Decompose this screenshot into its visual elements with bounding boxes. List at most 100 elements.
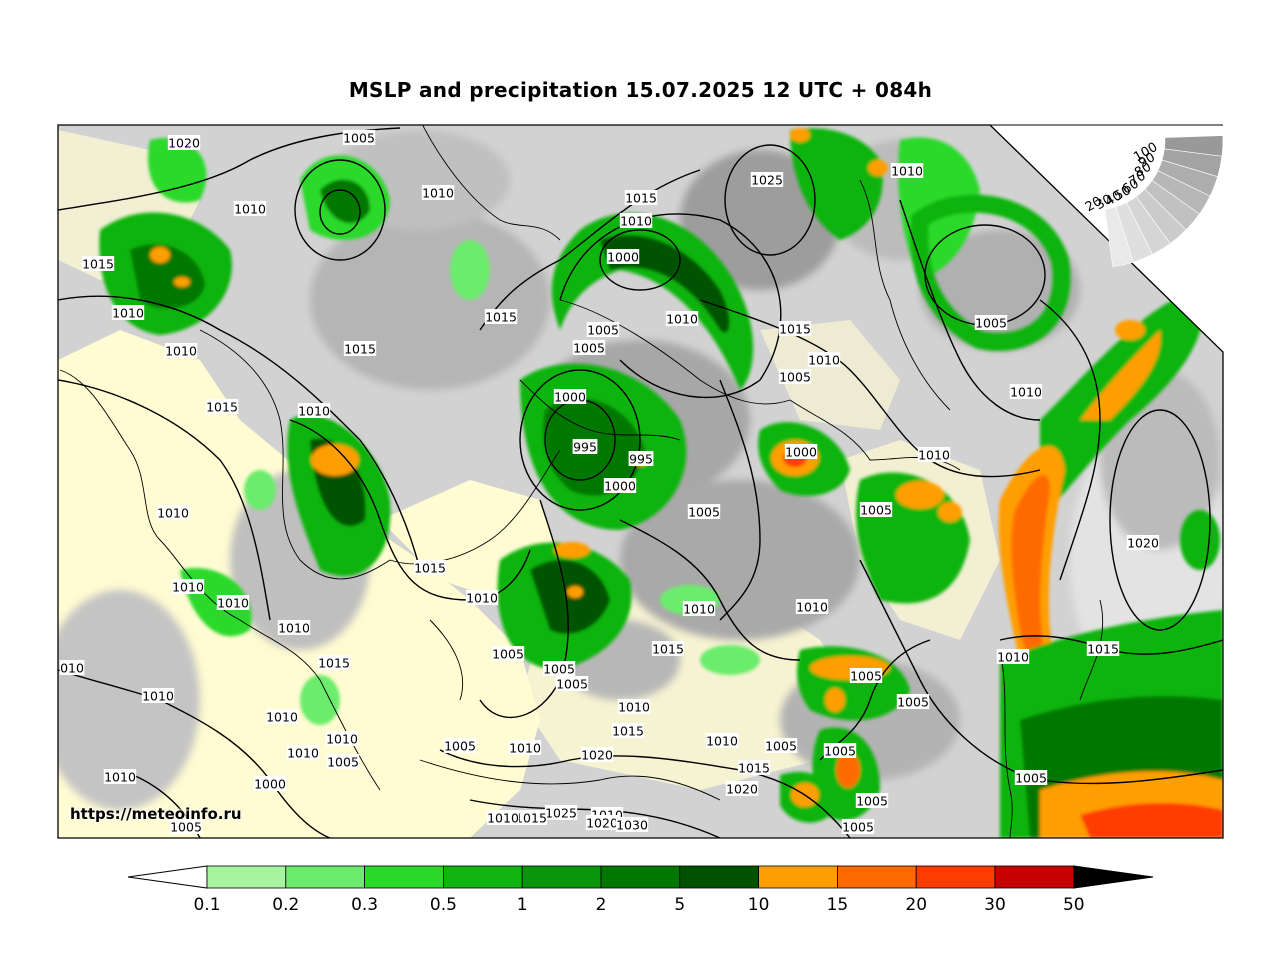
isobar-label: 1000 xyxy=(604,479,636,494)
isobar-label: 1020 xyxy=(168,136,200,151)
cloud-legend-label: 30 xyxy=(1093,192,1115,213)
isobar-label-bg xyxy=(841,819,875,834)
isobar-label: 1005 xyxy=(856,794,888,809)
isobar-label: 1025 xyxy=(751,173,783,188)
isobar-label: 1010 xyxy=(298,404,330,419)
isobar-label: 1005 xyxy=(444,739,476,754)
isobar-label: 1005 xyxy=(1015,771,1047,786)
isobar-label: 1010 xyxy=(104,770,136,785)
isobar-label: 1010 xyxy=(266,710,298,725)
isobar-label-bg xyxy=(996,649,1030,664)
isobar-label-bg xyxy=(491,646,525,661)
isobar-label: 1020 xyxy=(726,782,758,797)
isobar-label-bg xyxy=(342,130,376,145)
isobar-label: 1010 xyxy=(618,700,650,715)
isobar-label-bg xyxy=(486,810,520,825)
colorbar-segment xyxy=(915,865,996,889)
isobar-label-bg xyxy=(687,504,721,519)
isobar-label-bg xyxy=(737,760,771,775)
isobar-label-bg xyxy=(1086,641,1120,656)
isobar-label: 1010 xyxy=(620,214,652,229)
isobar-label: 1005 xyxy=(492,647,524,662)
cloud-legend-label: 90 xyxy=(1136,150,1158,171)
isobar-label: 1015 xyxy=(344,342,376,357)
precipitation xyxy=(99,128,1223,838)
isobar-label: 1005 xyxy=(327,755,359,770)
isobar-label: 1020 xyxy=(581,748,613,763)
isobar-label: 1010 xyxy=(157,506,189,521)
colorbar-over-arrow xyxy=(1073,865,1154,889)
cloud-legend-label: 60 xyxy=(1120,176,1142,197)
isobar-label-bg xyxy=(859,502,893,517)
watermark-url: https://meteoinfo.ru xyxy=(70,805,242,823)
colorbar-tick-label: 0.3 xyxy=(351,895,378,915)
colorbar-segment xyxy=(364,865,444,889)
isobar-label-bg xyxy=(277,620,311,635)
isobar-label-bg xyxy=(326,754,360,769)
isobar-label: 1010 xyxy=(172,580,204,595)
isobar-label-bg xyxy=(764,738,798,753)
cloud-legend-label: 80 xyxy=(1132,160,1154,181)
colorbar-tick-label: 2 xyxy=(596,895,607,915)
isobar-label: 1015 xyxy=(82,257,114,272)
isobar-label: 1005 xyxy=(573,341,605,356)
map-area xyxy=(58,125,1223,838)
isobar-label-bg xyxy=(974,315,1008,330)
isobar-label-bg xyxy=(297,403,331,418)
colorbar-segment xyxy=(442,865,523,889)
isobar-label: 1005 xyxy=(543,662,575,677)
isobar-label-bg xyxy=(141,688,175,703)
cloud-legend-segment xyxy=(1104,206,1134,268)
colorbar-segment xyxy=(206,865,287,889)
isobar-label: 1005 xyxy=(587,323,619,338)
colorbar-tick-label: 0.2 xyxy=(272,895,299,915)
isobar-label-bg xyxy=(615,817,649,832)
isobar-label: 1000 xyxy=(554,390,586,405)
isobar-label-bg xyxy=(216,595,250,610)
isobar-label: 1005 xyxy=(850,669,882,684)
isobar-label: 1030 xyxy=(616,818,648,833)
isobar-label-bg xyxy=(542,661,576,676)
isobar-label-bg xyxy=(795,599,829,614)
isobar-labels: 1020 1005 1010 1010 1015 1010 1010 1015 1015 1010… xyxy=(59,130,1160,835)
isobar-label-bg xyxy=(555,676,589,691)
isobar-label: 1015 xyxy=(414,561,446,576)
isobar-label-bg xyxy=(849,668,883,683)
isobar-label-bg xyxy=(1014,770,1048,785)
isobar-label: 1015 xyxy=(1087,642,1119,657)
colorbar-tick-label: 15 xyxy=(827,895,849,915)
isobar-label: 1015 xyxy=(206,400,238,415)
isobar-label-bg xyxy=(103,769,137,784)
isobar-label: 1000 xyxy=(785,445,817,460)
map-title: MSLP and precipitation 15.07.2025 12 UTC… xyxy=(348,78,933,102)
isobar-label: 1015 xyxy=(625,191,657,206)
isobar-label-bg xyxy=(750,172,784,187)
colorbar-tick-label: 20 xyxy=(905,895,927,915)
isobar-label: 1010 xyxy=(287,746,319,761)
isobar-label-bg xyxy=(59,660,85,675)
isobar-label: 1010 xyxy=(997,650,1029,665)
colorbar-segment xyxy=(679,865,759,889)
isobar-label-bg xyxy=(317,655,351,670)
cloud-legend-label: 40 xyxy=(1103,188,1125,209)
isobar-label: 1010 xyxy=(112,306,144,321)
isobar-label-bg xyxy=(725,781,759,796)
isobar-label: 1015 xyxy=(612,724,644,739)
isobar-label-bg xyxy=(855,793,889,808)
isobar-label: 010 xyxy=(60,661,84,676)
colorbar-segment xyxy=(837,865,917,889)
isobar-label-bg xyxy=(603,478,637,493)
isobar-label: 1005 xyxy=(765,739,797,754)
colorbar-tick-label: 5 xyxy=(674,895,685,915)
isobar-label: 1010 xyxy=(683,602,715,617)
colorbar-segment xyxy=(994,865,1075,889)
isobar-label-bg xyxy=(553,389,587,404)
isobar-label-bg xyxy=(611,723,645,738)
isobar-label: 1005 xyxy=(975,316,1007,331)
isobar-label: 1020 xyxy=(1127,536,1159,551)
map-frame xyxy=(57,124,1224,839)
isobar-label-bg xyxy=(890,163,924,178)
isobar-label: 1015 xyxy=(485,310,517,325)
isobar-label-bg xyxy=(617,699,651,714)
